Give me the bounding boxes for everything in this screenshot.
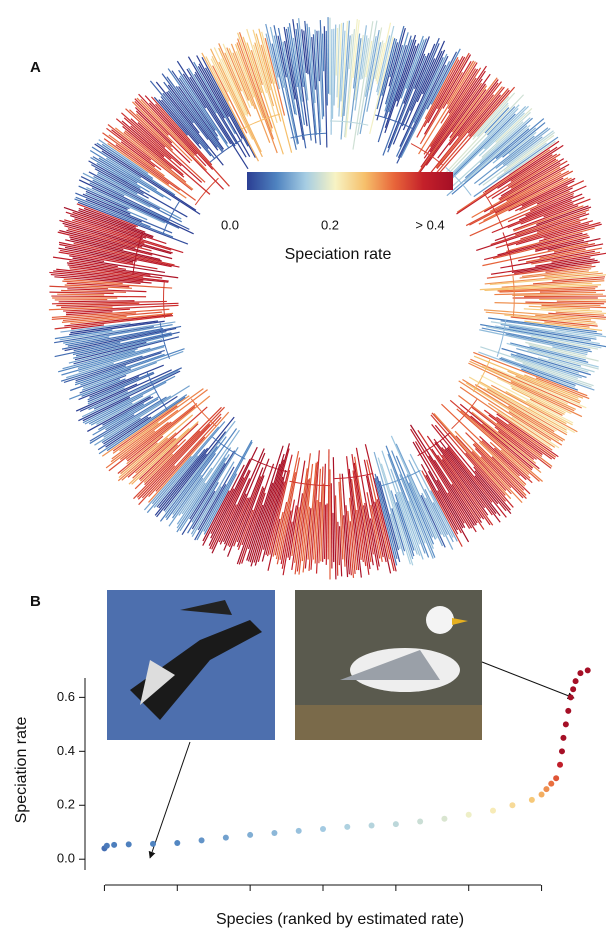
tree-branch [334, 25, 336, 106]
tree-branch [59, 301, 135, 302]
tree-branch [49, 292, 113, 293]
point [393, 821, 399, 827]
point [223, 835, 229, 841]
tree-branch [333, 513, 334, 562]
colorbar-tick-label: 0.2 [321, 217, 339, 232]
point [565, 708, 571, 714]
photo-bird-left [107, 590, 275, 740]
point [573, 678, 579, 684]
point [543, 786, 549, 792]
photo-bird-right [295, 590, 482, 740]
tree-branch [331, 483, 332, 568]
point [111, 842, 117, 848]
point [247, 832, 253, 838]
point [557, 762, 563, 768]
tree-branch [328, 449, 329, 559]
y-tick-label: 0.2 [57, 797, 75, 812]
colorbar-tick-label: > 0.4 [415, 217, 444, 232]
point [104, 843, 110, 849]
point [560, 735, 566, 741]
point [490, 808, 496, 814]
point [441, 816, 447, 822]
tree-branch [326, 503, 327, 564]
point [577, 670, 583, 676]
tree-center [195, 163, 465, 433]
tree-branch [328, 17, 329, 94]
colorbar-tick-label: 0.0 [221, 217, 239, 232]
tree-branch [325, 505, 326, 559]
tree-branch [557, 301, 606, 302]
point [539, 791, 545, 797]
point [344, 824, 350, 830]
y-axis-label: Speciation rate [13, 717, 30, 824]
point [509, 802, 515, 808]
point [548, 781, 554, 787]
point [126, 841, 132, 847]
point [466, 812, 472, 818]
tree-branch [223, 449, 264, 542]
point [271, 830, 277, 836]
point [417, 818, 423, 824]
tree-branch [51, 296, 146, 297]
tree-branch [336, 28, 337, 76]
x-axis-label: Species (ranked by estimated rate) [216, 911, 464, 928]
point [553, 775, 559, 781]
point [529, 797, 535, 803]
tree-branch [524, 296, 606, 297]
point [563, 721, 569, 727]
point [585, 667, 591, 673]
colorbar-title: Speciation rate [285, 246, 392, 263]
y-tick-label: 0.6 [57, 689, 75, 704]
tree-node-arc [375, 115, 413, 129]
tree-branch [57, 294, 104, 295]
figure: A B Speciation rate Speciation rate Spec… [0, 0, 606, 940]
point [199, 837, 205, 843]
point [150, 841, 156, 847]
tree-branch [331, 29, 332, 135]
point [559, 748, 565, 754]
arrow [150, 742, 190, 858]
y-tick-label: 0.0 [57, 851, 75, 866]
point [568, 694, 574, 700]
point [570, 686, 576, 692]
point [174, 840, 180, 846]
tree-branch [326, 31, 327, 106]
colorbar [247, 172, 453, 190]
point [320, 826, 326, 832]
y-tick-label: 0.4 [57, 743, 75, 758]
panel-label: A [30, 59, 41, 76]
arrow [482, 662, 574, 698]
point [296, 828, 302, 834]
point [369, 822, 375, 828]
panel-label: B [30, 593, 41, 610]
tree-branch [323, 34, 324, 72]
